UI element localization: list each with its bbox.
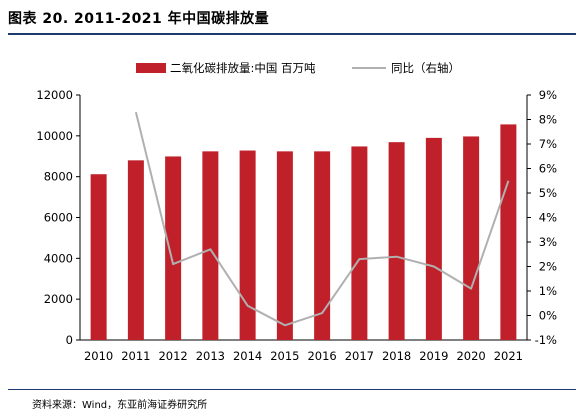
left-tick-label: 8000 (44, 170, 73, 184)
right-tick-label: 2% (539, 260, 557, 274)
legend: 二氧化碳排放量:中国 百万吨 同比（右轴） (136, 61, 460, 75)
x-tick-label: 2018 (382, 349, 411, 363)
left-tick-label: 4000 (44, 251, 73, 265)
x-tick-label: 2021 (494, 349, 523, 363)
bar-2012 (165, 156, 182, 340)
bar-2016 (314, 151, 331, 340)
bar-2017 (351, 146, 368, 340)
right-tick-label: 0% (539, 309, 557, 323)
right-tick-label: 9% (539, 88, 557, 102)
axes: 0 2000 4000 6000 8000 10000 12000 -1% 0% 1% 2% 3% 4%… (36, 88, 557, 363)
right-tick-label: 5% (539, 186, 557, 200)
legend-bar-swatch (136, 63, 166, 73)
bar-2019 (425, 137, 442, 340)
right-tick-label: 7% (539, 137, 557, 151)
x-tick-label: 2016 (307, 349, 336, 363)
legend-line-label: 同比（右轴） (391, 61, 460, 75)
left-tick-label: 12000 (36, 88, 73, 102)
bar-2010 (90, 174, 107, 340)
bar-2015 (276, 151, 293, 340)
left-tick-label: 0 (66, 333, 73, 347)
bar-2014 (239, 150, 256, 340)
legend-bar-label: 二氧化碳排放量:中国 百万吨 (170, 61, 316, 75)
source-note: 资料来源：Wind，东亚前海证券研究所 (32, 400, 208, 411)
growth-line (134, 111, 510, 327)
right-tick-label: 3% (539, 235, 557, 249)
right-tick-label: 1% (539, 284, 557, 298)
right-tick-label: 6% (539, 162, 557, 176)
left-tick-label: 6000 (44, 211, 73, 225)
x-tick-label: 2019 (419, 349, 448, 363)
chart: 二氧化碳排放量:中国 百万吨 同比（右轴） 0 2000 4000 6000 8000 1… (36, 61, 557, 363)
x-tick-label: 2014 (233, 349, 262, 363)
bar-2021 (500, 124, 517, 341)
right-tick-label: 8% (539, 113, 557, 127)
x-tick-label: 2015 (270, 349, 299, 363)
bars (90, 124, 517, 341)
source-rule (8, 389, 576, 390)
title-rule (8, 33, 576, 35)
x-tick-label: 2020 (456, 349, 485, 363)
figure-title: 图表 20. 2011-2021 年中国碳排放量 (8, 11, 270, 27)
left-tick-label: 2000 (44, 292, 73, 306)
bar-2018 (388, 142, 405, 340)
x-tick-label: 2011 (121, 349, 150, 363)
x-tick-label: 2012 (158, 349, 187, 363)
growth-polyline (134, 111, 510, 327)
x-tick-label: 2013 (196, 349, 225, 363)
right-tick-label: -1% (535, 333, 557, 347)
left-tick-label: 10000 (36, 129, 73, 143)
bar-2013 (202, 151, 219, 340)
bar-2020 (463, 136, 480, 340)
x-tick-label: 2017 (345, 349, 374, 363)
right-tick-label: 4% (539, 211, 557, 225)
bar-2011 (127, 160, 144, 340)
x-tick-label: 2010 (84, 349, 113, 363)
